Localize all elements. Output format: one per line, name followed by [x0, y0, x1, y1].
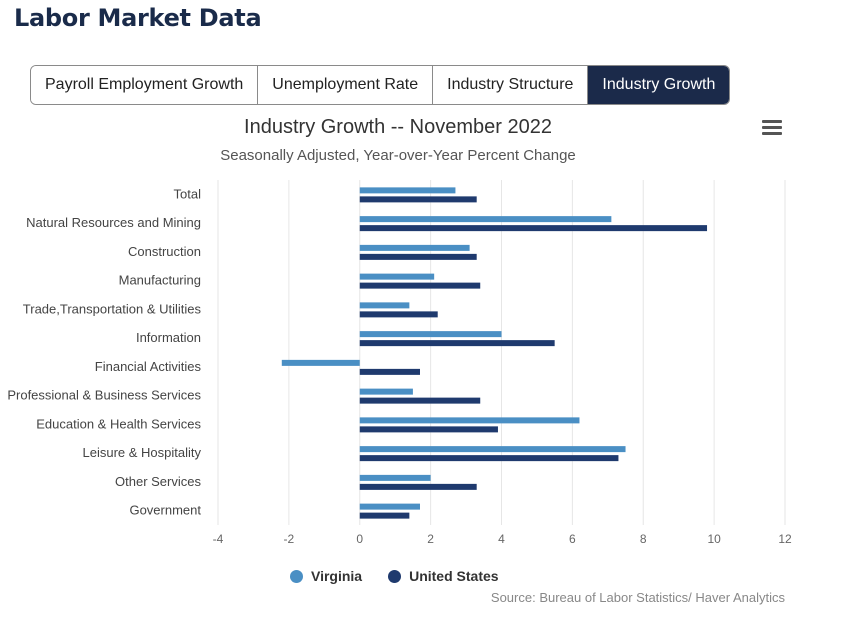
x-tick-label: 0 [356, 532, 363, 546]
bar-united-states[interactable] [359, 282, 481, 289]
x-tick-label: 6 [569, 532, 576, 546]
tab-industry-growth[interactable]: Industry Growth [587, 66, 730, 104]
chart-subtitle: Seasonally Adjusted, Year-over-Year Perc… [220, 147, 576, 164]
category-label: Construction [128, 244, 201, 259]
x-tick-label: 10 [707, 532, 721, 546]
bar-united-states[interactable] [359, 426, 498, 433]
bar-virginia[interactable] [359, 446, 626, 453]
bar-virginia[interactable] [359, 503, 420, 510]
source-note: Source: Bureau of Labor Statistics/ Have… [490, 590, 785, 605]
chart-title: Industry Growth -- November 2022 [244, 116, 552, 138]
category-label: Other Services [115, 474, 201, 489]
x-tick-label: -2 [284, 532, 295, 546]
bar-virginia[interactable] [359, 187, 456, 194]
category-label: Manufacturing [119, 273, 201, 288]
bar-virginia[interactable] [359, 388, 413, 395]
bar-virginia[interactable] [359, 302, 410, 309]
bar-united-states[interactable] [359, 368, 420, 375]
category-label: Financial Activities [95, 359, 202, 374]
category-labels: Total Natural Resources and Mining Constru… [7, 186, 201, 517]
x-tick-label: -4 [213, 532, 224, 546]
bar-united-states[interactable] [359, 483, 477, 490]
tab-industry-structure[interactable]: Industry Structure [432, 66, 588, 104]
bar-virginia[interactable] [359, 417, 580, 424]
category-label: Natural Resources and Mining [26, 215, 201, 230]
legend-label-united-states: United States [409, 568, 499, 584]
bar-virginia[interactable] [359, 273, 435, 280]
legend-swatch-virginia [290, 569, 303, 583]
x-axis-ticks: -4 -2 0 2 4 6 8 10 12 [213, 532, 792, 546]
bar-virginia[interactable] [359, 244, 470, 251]
category-label: Leisure & Hospitality [83, 445, 202, 460]
tab-unemployment-rate[interactable]: Unemployment Rate [257, 66, 433, 104]
bar-united-states[interactable] [359, 196, 477, 203]
tab-bar: Payroll Employment Growth Unemployment R… [30, 65, 731, 105]
x-tick-label: 2 [427, 532, 434, 546]
bar-virginia[interactable] [359, 474, 431, 481]
category-label: Trade,Transportation & Utilities [23, 301, 202, 316]
bar-virginia[interactable] [359, 216, 612, 223]
legend-swatch-united-states [388, 569, 402, 583]
legend-item-united-states[interactable]: United States [388, 568, 499, 584]
bar-united-states[interactable] [359, 225, 708, 232]
bar-virginia[interactable] [281, 359, 360, 366]
page-title: Labor Market Data [14, 4, 262, 32]
bar-united-states[interactable] [359, 455, 619, 462]
category-label: Education & Health Services [36, 416, 201, 431]
bar-virginia[interactable] [359, 331, 502, 338]
legend-item-virginia[interactable]: Virginia [290, 568, 362, 584]
hamburger-menu-icon[interactable] [762, 120, 782, 136]
category-label: Professional & Business Services [7, 388, 201, 403]
tab-payroll-employment-growth[interactable]: Payroll Employment Growth [31, 66, 258, 104]
legend: Virginia United States [290, 568, 525, 584]
bar-united-states[interactable] [359, 397, 481, 404]
bar-united-states[interactable] [359, 253, 477, 260]
bars [281, 187, 708, 519]
bar-united-states[interactable] [359, 512, 410, 519]
gridlines [217, 180, 786, 525]
bar-united-states[interactable] [359, 340, 555, 347]
legend-label-virginia: Virginia [311, 568, 363, 584]
category-label: Total [174, 186, 202, 201]
x-tick-label: 12 [778, 532, 792, 546]
x-tick-label: 4 [498, 532, 505, 546]
bar-united-states[interactable] [359, 311, 438, 318]
industry-growth-chart: Industry Growth -- November 2022 Seasona… [7, 116, 792, 546]
category-label: Information [136, 330, 201, 345]
x-tick-label: 8 [640, 532, 647, 546]
category-label: Government [129, 503, 201, 518]
